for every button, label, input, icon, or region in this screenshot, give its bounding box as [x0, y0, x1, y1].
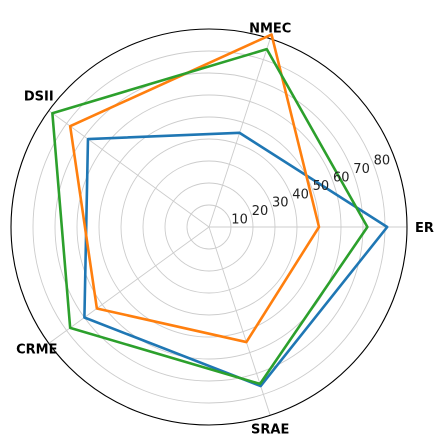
- grid-layer: [10, 28, 408, 426]
- axis-label-crme: CRME: [16, 342, 57, 357]
- series-layer: [51, 33, 389, 388]
- axis-label-nmec: NMEC: [249, 22, 291, 37]
- r-tick-label: 40: [292, 187, 309, 202]
- series-3-line: [51, 47, 369, 386]
- r-tick-label: 30: [272, 196, 289, 211]
- r-tick-label: 70: [353, 162, 370, 177]
- r-tick-label: 50: [313, 179, 330, 194]
- series-2-line: [68, 33, 321, 344]
- axis-label-srae: SRAE: [251, 422, 289, 436]
- r-tick-label: 20: [252, 204, 269, 219]
- r-tick-label: 10: [231, 213, 248, 228]
- r-tick-label: 60: [333, 171, 350, 186]
- grid-spoke: [48, 226, 210, 344]
- grid-spoke: [48, 110, 210, 228]
- axis-label-erc: ERC: [415, 221, 434, 236]
- outer-frame: [10, 28, 408, 426]
- r-tick-label: 80: [374, 154, 391, 169]
- axis-label-dsii: DSII: [24, 90, 54, 105]
